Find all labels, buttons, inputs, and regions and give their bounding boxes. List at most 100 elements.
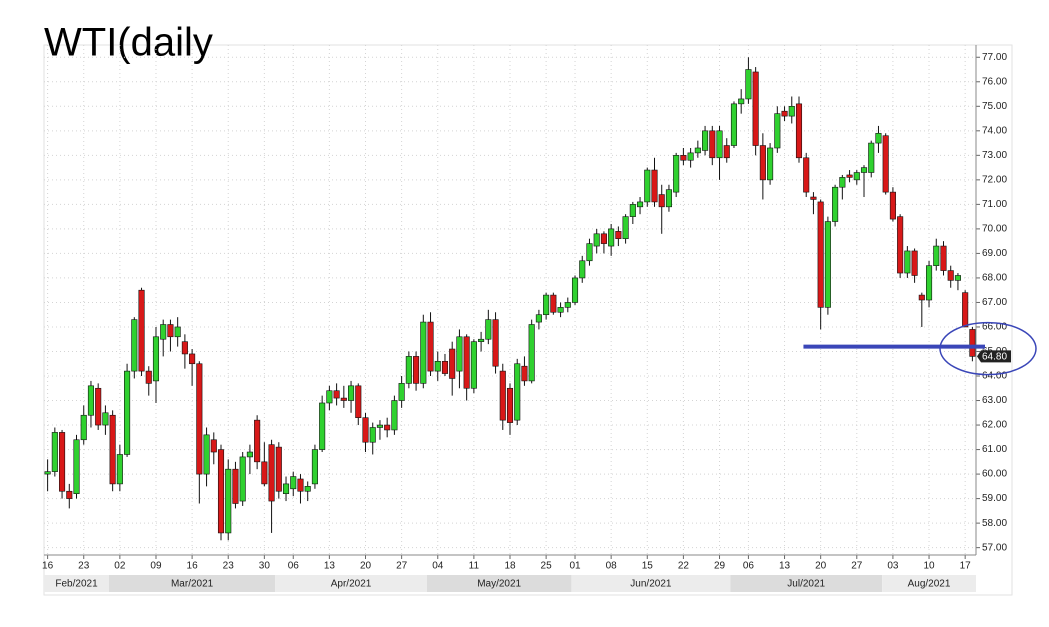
x-tick-label: 13 (779, 561, 791, 572)
month-band (882, 575, 976, 592)
candle-body (824, 221, 831, 308)
candle-body (420, 321, 427, 384)
y-tick-label: 77.00 (982, 52, 1007, 63)
candle-body (95, 387, 102, 426)
x-tick-label: 15 (642, 561, 654, 572)
candle-body (564, 302, 571, 308)
y-tick-label: 59.00 (982, 493, 1007, 504)
candle-body (189, 353, 196, 365)
chart-title: WTI(daily (44, 21, 213, 65)
candle-body (687, 152, 694, 161)
candle-body (499, 370, 506, 421)
candle-body (911, 250, 918, 276)
candle-body (738, 98, 745, 105)
month-band (44, 575, 110, 592)
candle-body (275, 446, 282, 492)
x-tick-label: 04 (432, 561, 444, 572)
candle-body (579, 260, 586, 279)
candle-body (297, 478, 304, 492)
candle-body (319, 402, 326, 450)
candle-body (644, 169, 651, 203)
candle-body (954, 275, 961, 281)
candle-body (210, 439, 217, 453)
y-tick-label: 73.00 (982, 150, 1007, 161)
candle-body (470, 341, 477, 389)
y-tick-label: 57.00 (982, 542, 1007, 553)
candle-body (709, 130, 716, 159)
candle-body (521, 365, 528, 382)
x-tick-label: 27 (851, 561, 863, 572)
x-tick-label: 16 (42, 561, 54, 572)
month-label: May/2021 (477, 579, 521, 590)
candle-body (506, 387, 514, 423)
candle-body (940, 245, 947, 271)
x-tick-label: 03 (887, 561, 899, 572)
candle-body (232, 468, 239, 504)
candle-body (571, 277, 579, 303)
price-label: 64.80 (982, 352, 1007, 363)
candle-body (947, 270, 954, 281)
candle-body (832, 186, 839, 222)
highlight-circle (939, 321, 1037, 376)
candle-body (290, 476, 297, 490)
x-tick-label: 27 (396, 561, 408, 572)
candle-body (131, 319, 138, 372)
candle-body (817, 201, 824, 308)
month-label: Jul/2021 (787, 579, 825, 590)
candle-body (261, 461, 268, 485)
candle-body (673, 155, 680, 193)
candle-body (615, 231, 622, 240)
candle-body (174, 326, 181, 338)
candle-body (217, 449, 225, 534)
candle-body (116, 454, 123, 485)
candle-body (181, 341, 188, 355)
x-tick-label: 06 (743, 561, 755, 572)
y-tick-label: 71.00 (982, 199, 1007, 210)
candle-body (658, 194, 665, 208)
candle-body (680, 155, 687, 161)
candle-body (239, 456, 246, 502)
candle-body (369, 427, 376, 443)
candle-body (355, 385, 362, 418)
x-tick-label: 22 (678, 561, 690, 572)
y-tick-label: 63.00 (982, 395, 1007, 406)
candle-body (550, 294, 557, 313)
candle-body (629, 204, 636, 217)
x-tick-label: 20 (360, 561, 372, 572)
candle-body (449, 348, 456, 379)
candle-body (362, 417, 369, 443)
candle-body (716, 130, 723, 159)
candle-body (333, 390, 340, 399)
y-tick-label: 68.00 (982, 273, 1007, 284)
candle-body (839, 177, 846, 188)
y-tick-label: 60.00 (982, 469, 1007, 480)
candle-body (109, 414, 116, 485)
candle-body (774, 113, 781, 149)
candle-body (853, 172, 860, 181)
candle-body (268, 444, 275, 502)
candle-body (203, 434, 210, 475)
candle-body (225, 468, 232, 534)
candle-body (803, 157, 810, 193)
candle-body (904, 250, 911, 274)
candle-body (514, 363, 521, 421)
candle-body (723, 145, 730, 159)
candle-body (600, 233, 607, 244)
candle-body (637, 201, 644, 208)
candle-body (593, 233, 600, 247)
candle-body (889, 191, 896, 220)
candle-body (145, 370, 152, 384)
candle-body (846, 174, 853, 178)
candle-body (384, 424, 391, 431)
candle-body (759, 145, 766, 181)
candle-body (398, 383, 405, 401)
candle-body (752, 71, 759, 146)
candle-body (80, 414, 87, 441)
month-label: Aug/2021 (908, 579, 951, 590)
candle-body (810, 196, 817, 200)
x-tick-label: 01 (569, 561, 581, 572)
candle-body (282, 483, 290, 495)
candle-body (745, 69, 752, 100)
candle-body (138, 289, 145, 372)
